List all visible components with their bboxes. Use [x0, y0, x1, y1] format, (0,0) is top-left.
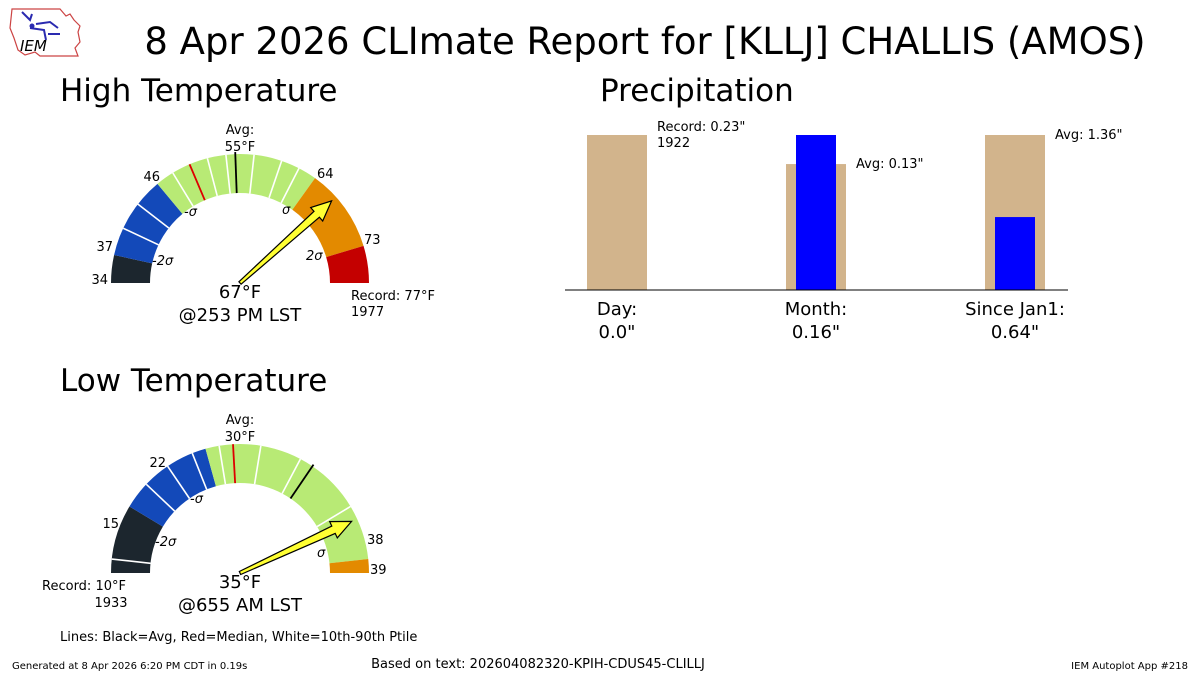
- percentile-line: [316, 505, 351, 528]
- precip-month-avg-annotation: Avg: 0.13": [856, 157, 924, 172]
- logo-text: IEM: [20, 37, 47, 55]
- high-sigma-label: 2σ: [306, 249, 323, 264]
- low-sigma-label: -2σ: [155, 535, 177, 550]
- percentile-line: [281, 458, 302, 494]
- gauge-band: [329, 559, 369, 573]
- gauge-band: [129, 448, 216, 527]
- percentile-line: [166, 465, 191, 499]
- low-avg-label: Avg:: [226, 413, 254, 428]
- percentile-line: [218, 445, 227, 485]
- gauge-band: [292, 178, 364, 258]
- low-sigma-label: σ: [317, 546, 326, 561]
- precip-category-value: 0.0": [599, 322, 636, 343]
- precip-jan1-avg-annotation: Avg: 1.36": [1055, 128, 1123, 143]
- low-tick-label: 22: [149, 456, 166, 471]
- low-tick-label: 15: [102, 517, 119, 532]
- precip-category-value: 0.16": [792, 322, 840, 343]
- line-legend: Lines: Black=Avg, Red=Median, White=10th…: [60, 630, 417, 645]
- gauge-band: [205, 444, 369, 564]
- precip-observed-bar: [796, 135, 836, 290]
- precipitation-bars: [587, 135, 1045, 290]
- high-temperature-heading: High Temperature: [60, 73, 337, 109]
- page-title: 8 Apr 2026 CLImate Report for [KLLJ] CHA…: [144, 20, 1145, 63]
- high-sigma-label: -2σ: [152, 254, 174, 269]
- median-line: [232, 444, 237, 484]
- average-line: [234, 152, 238, 194]
- observed-arrow: [238, 199, 333, 286]
- precip-climatology-bar: [587, 135, 647, 290]
- precip-record-year: 1922: [657, 136, 690, 151]
- percentile-line: [111, 558, 151, 565]
- iem-logo: IEM: [9, 8, 81, 57]
- high-temperature-gauge: [111, 152, 369, 286]
- high-record-year: 1977: [351, 305, 384, 320]
- percentile-line: [172, 172, 194, 207]
- low-sigma-label: -σ: [190, 492, 204, 507]
- low-observed-time: @655 AM LST: [178, 595, 303, 616]
- high-tick-label: 34: [91, 273, 108, 288]
- generated-footer: Generated at 8 Apr 2026 6:20 PM CDT in 0…: [12, 661, 247, 672]
- low-tick-label: 39: [370, 563, 387, 578]
- gauge-band: [111, 506, 163, 573]
- high-sigma-label: -σ: [184, 205, 198, 220]
- percentile-line: [137, 203, 170, 229]
- low-avg-value: 30°F: [225, 430, 256, 445]
- percentile-line: [145, 483, 176, 512]
- high-tick-label: 37: [96, 240, 113, 255]
- median-line: [188, 163, 206, 201]
- low-tick-label: 38: [367, 533, 384, 548]
- percentile-line: [280, 167, 300, 204]
- high-sigma-label: σ: [282, 203, 291, 218]
- percentile-line: [268, 160, 283, 199]
- low-record-label: Record: 10°F: [42, 579, 126, 594]
- percentile-line: [122, 227, 159, 246]
- gauge-band: [326, 245, 369, 283]
- high-tick-label: 64: [317, 167, 334, 182]
- precip-record-annotation: Record: 0.23": [657, 120, 745, 135]
- precip-category-label: Day:: [597, 299, 637, 320]
- precip-category-value: 0.64": [991, 322, 1039, 343]
- high-observed-value: 67°F: [219, 282, 261, 303]
- high-observed-time: @253 PM LST: [179, 305, 303, 326]
- percentile-line: [249, 154, 255, 194]
- source-text-footer: Based on text: 202604082320-KPIH-CDUS45-…: [371, 657, 705, 672]
- percentile-line: [253, 445, 262, 485]
- high-avg-label: Avg:: [226, 123, 254, 138]
- high-record-label: Record: 77°F: [351, 289, 435, 304]
- low-record-year: 1933: [94, 596, 127, 611]
- high-tick-label: 46: [143, 170, 160, 185]
- high-avg-value: 55°F: [225, 140, 256, 155]
- percentile-line: [225, 154, 231, 194]
- percentile-line: [191, 452, 208, 490]
- precipitation-heading: Precipitation: [600, 73, 794, 109]
- percentile-line: [206, 157, 219, 197]
- gauge-band: [114, 183, 183, 264]
- high-tick-label: 73: [364, 233, 381, 248]
- observed-arrow: [238, 520, 353, 576]
- low-observed-value: 35°F: [219, 572, 261, 593]
- low-temperature-gauge: [111, 444, 369, 576]
- app-id-footer: IEM Autoplot App #218: [1071, 661, 1188, 672]
- low-temperature-heading: Low Temperature: [60, 363, 327, 399]
- precip-category-label: Month:: [785, 299, 847, 320]
- precip-observed-bar: [995, 217, 1035, 290]
- gauge-band: [111, 254, 153, 283]
- precip-category-label: Since Jan1:: [965, 299, 1065, 320]
- average-line: [289, 464, 315, 500]
